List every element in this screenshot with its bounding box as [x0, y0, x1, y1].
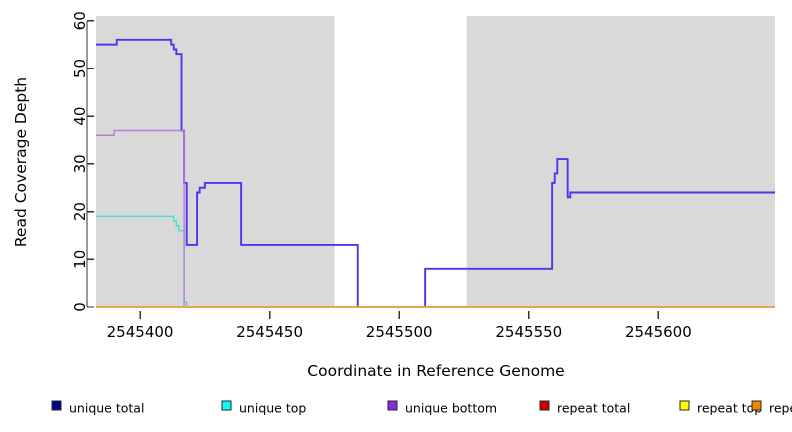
legend-item-repeat-bottom[interactable]: repeat bottom [751, 400, 792, 416]
legend-label: repeat total [557, 401, 630, 416]
x-tick-label-2545500: 2545500 [366, 323, 433, 341]
legend-item-repeat-top[interactable]: repeat top [679, 400, 762, 416]
y-tick-label-60: 60 [71, 11, 89, 30]
axis-layer: 0 10 20 30 40 50 60 2545400 2545450 2545500 254555… [71, 11, 692, 341]
x-tick-label-2545400: 2545400 [107, 323, 174, 341]
series-layer [96, 38, 775, 308]
x-tick-label-2545600: 2545600 [625, 323, 692, 341]
legend-label: repeat top [697, 401, 762, 416]
x-tick-label-2545550: 2545550 [495, 323, 562, 341]
shaded-region-1 [466, 16, 775, 307]
y-tick-label-0: 0 [71, 302, 89, 312]
series-line-unique-total [96, 38, 775, 308]
legend-label: repeat bottom [769, 401, 792, 416]
y-tick-label-10: 10 [71, 250, 89, 269]
chart-legend: unique total unique top unique bottom repea… [51, 400, 792, 416]
legend-swatch-icon [539, 400, 550, 411]
y-tick-label-20: 20 [71, 202, 89, 221]
x-axis-title: Coordinate in Reference Genome [307, 362, 564, 380]
shaded-region-layer [96, 16, 775, 307]
series-line-unique-top [96, 215, 775, 308]
y-tick-label-40: 40 [71, 107, 89, 126]
y-tick-label-30: 30 [71, 154, 89, 173]
legend-label: unique top [239, 401, 306, 416]
legend-item-unique-total[interactable]: unique total [51, 400, 144, 416]
legend-label: unique total [69, 401, 144, 416]
legend-item-unique-top[interactable]: unique top [221, 400, 306, 416]
legend-swatch-icon [679, 400, 690, 411]
legend-item-repeat-total[interactable]: repeat total [539, 400, 630, 416]
legend-label: unique bottom [405, 401, 497, 416]
legend-swatch-icon [51, 400, 62, 411]
y-axis-title: Read Coverage Depth [12, 77, 30, 247]
legend-swatch-icon [751, 400, 762, 411]
x-tick-label-2545450: 2545450 [236, 323, 303, 341]
series-line-unique-bottom [96, 129, 775, 308]
y-tick-label-50: 50 [71, 59, 89, 78]
legend-item-unique-bottom[interactable]: unique bottom [387, 400, 497, 416]
legend-swatch-icon [387, 400, 398, 411]
shaded-region-0 [96, 16, 335, 307]
legend-swatch-icon [221, 400, 232, 411]
